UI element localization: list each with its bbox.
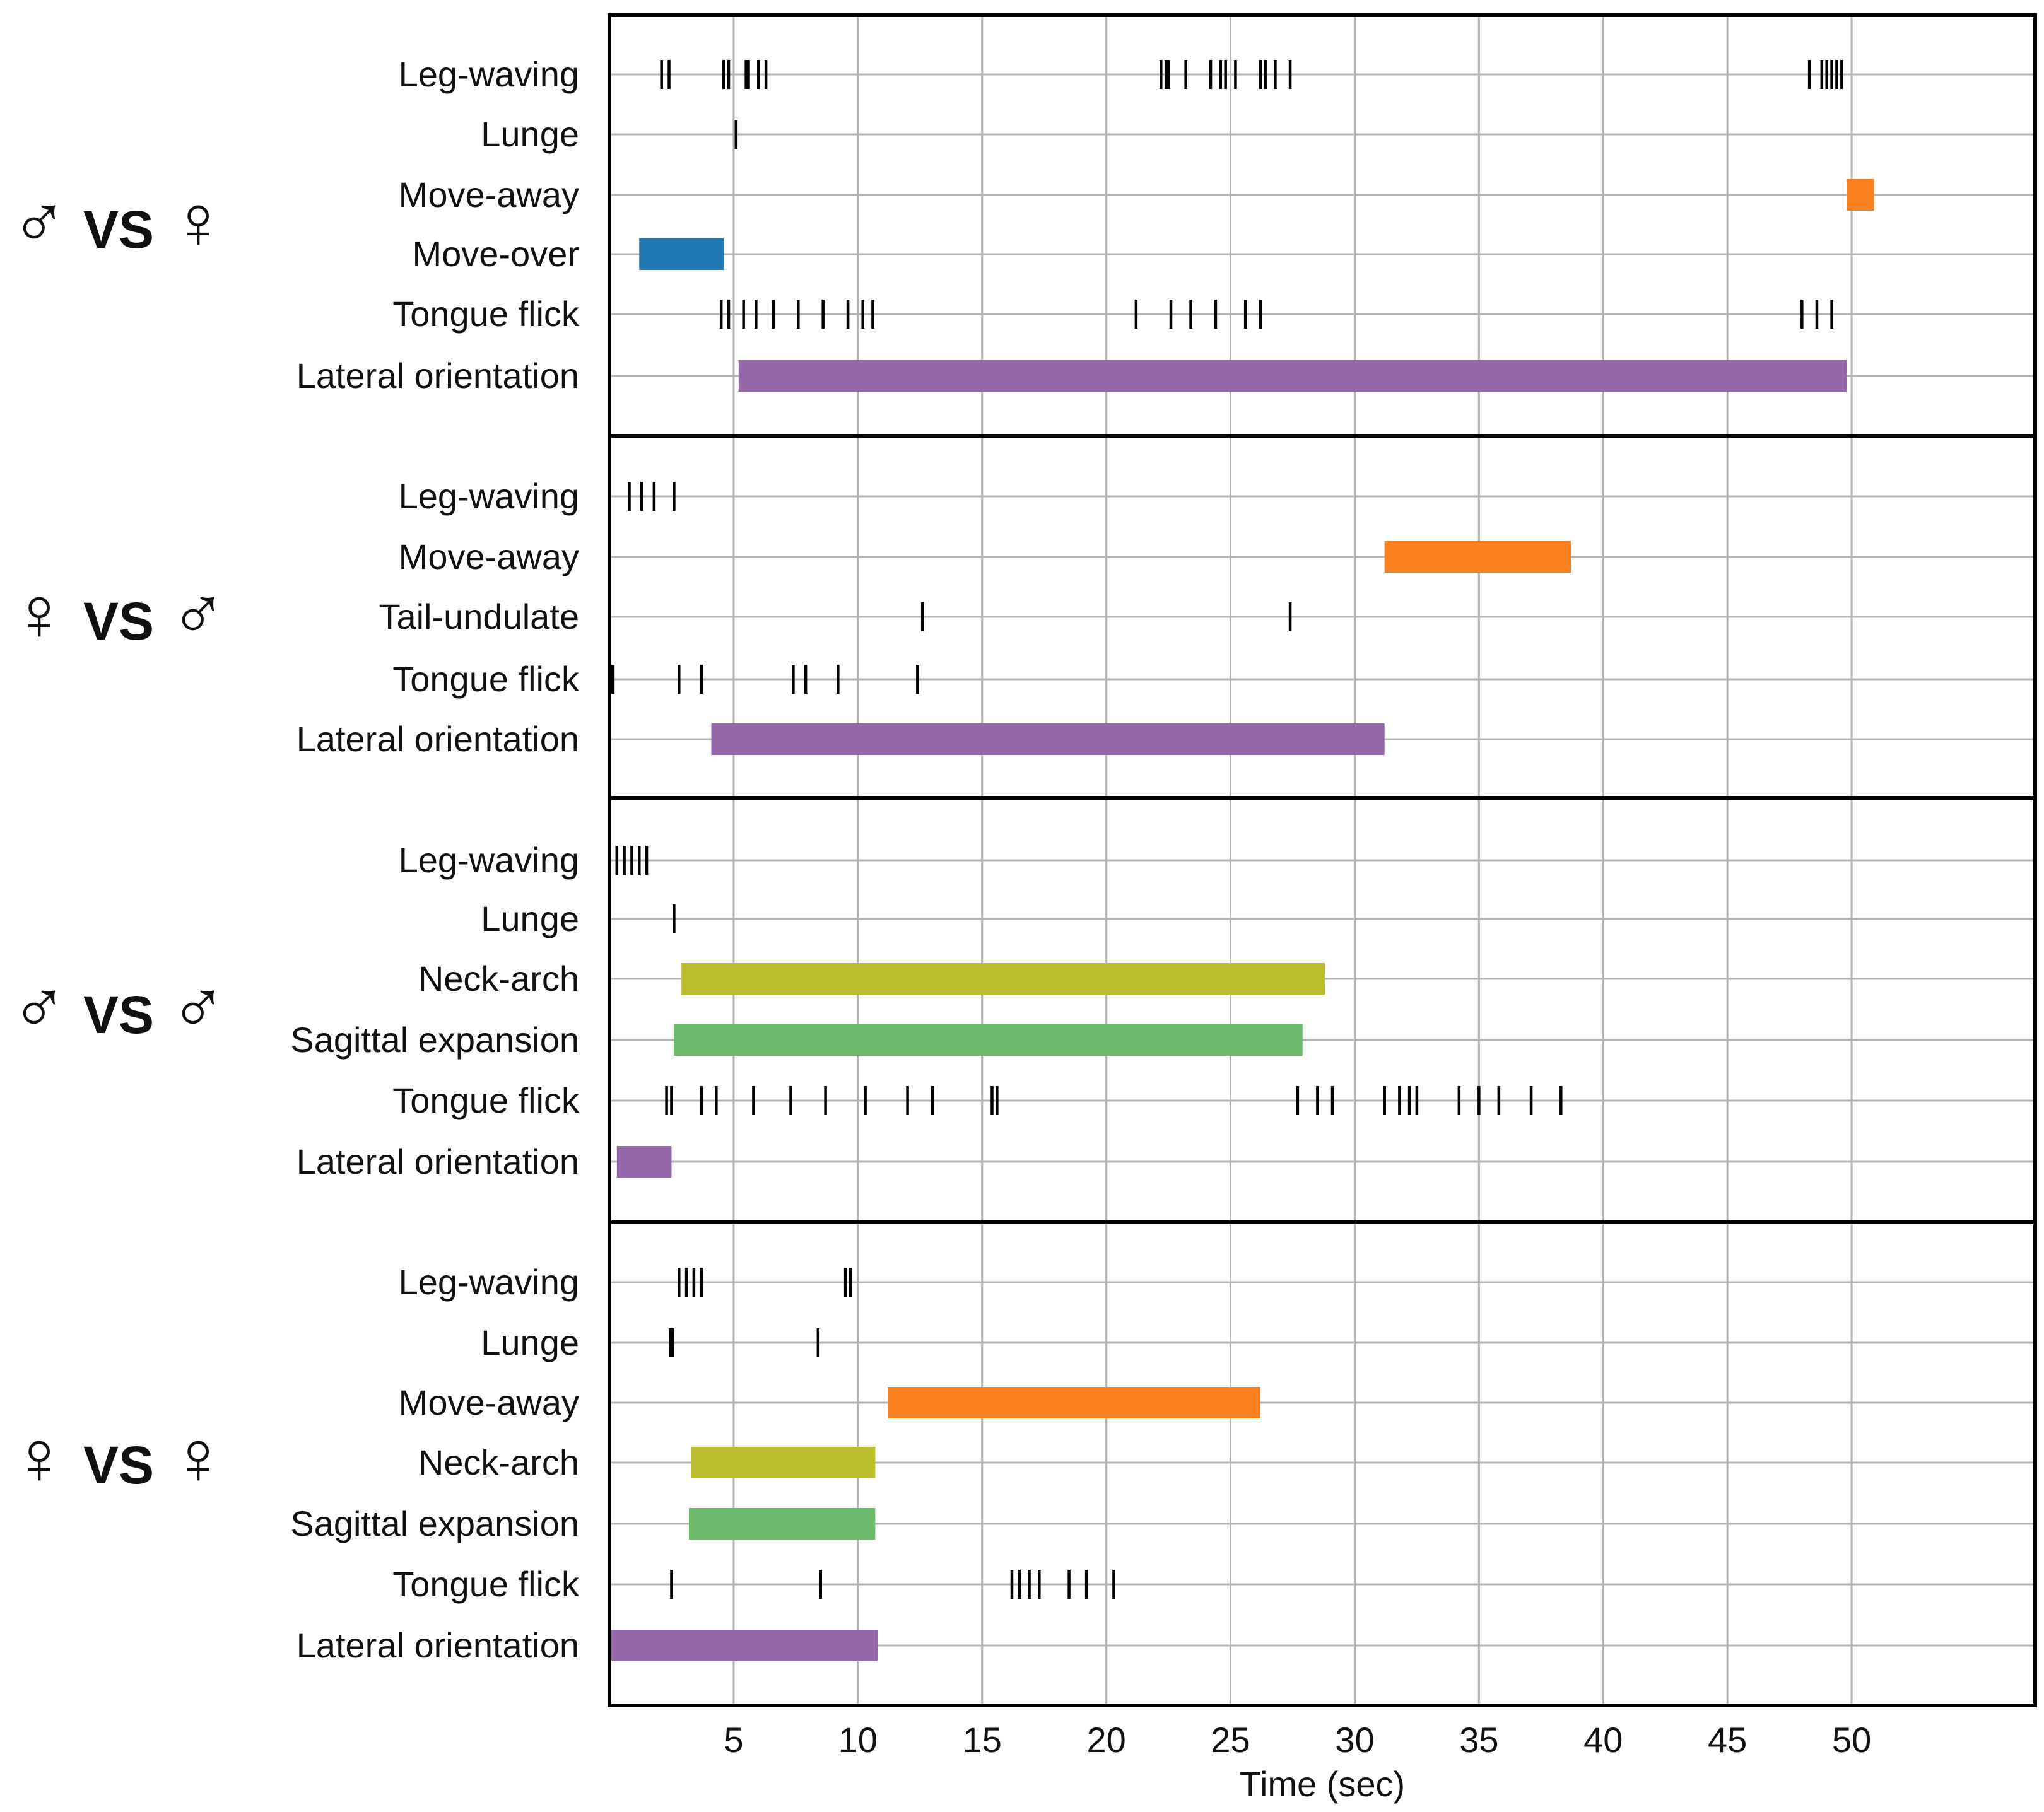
duration-bar xyxy=(616,1146,672,1178)
x-tick-label: 10 xyxy=(838,1720,878,1760)
panel-vs-label: VS xyxy=(83,1435,154,1495)
row-label: Lunge xyxy=(481,1323,579,1362)
bars-layer xyxy=(609,179,1874,1661)
panel-vs-label: VS xyxy=(83,592,154,651)
row-label: Tongue flick xyxy=(392,294,580,334)
row-label: Tongue flick xyxy=(392,659,580,699)
panel-vs-label: VS xyxy=(83,985,154,1044)
duration-bar xyxy=(689,1508,876,1540)
duration-bar xyxy=(609,1630,878,1661)
x-axis-title: Time (sec) xyxy=(1240,1764,1405,1804)
panel-right-sex-symbol: ♀ xyxy=(170,180,226,264)
duration-bar xyxy=(1847,179,1874,211)
duration-bar xyxy=(681,963,1325,995)
x-tick-label: 25 xyxy=(1211,1720,1250,1760)
row-label: Lateral orientation xyxy=(297,719,579,759)
duration-bar xyxy=(1384,541,1571,573)
row-label: Lateral orientation xyxy=(297,1142,579,1181)
x-tick-label: 35 xyxy=(1459,1720,1498,1760)
x-tick-label: 15 xyxy=(963,1720,1002,1760)
row-label: Neck-arch xyxy=(418,959,579,998)
panel-left-sex-symbol: ♀ xyxy=(11,571,68,656)
row-label: Tail-undulate xyxy=(379,597,579,636)
duration-bar xyxy=(711,723,1385,755)
panel-right-sex-symbol: ♀ xyxy=(170,1415,226,1500)
row-label: Leg-waving xyxy=(399,54,579,94)
row-label: Lunge xyxy=(481,899,579,938)
row-label: Move-over xyxy=(412,234,579,274)
panel-right-sex-symbol: ♂ xyxy=(170,965,226,1049)
row-label: Sagittal expansion xyxy=(290,1020,579,1060)
panel-left-sex-symbol: ♂ xyxy=(11,965,68,1049)
duration-bar xyxy=(674,1024,1303,1056)
panel-right-sex-symbol: ♂ xyxy=(170,571,226,656)
grid-layer xyxy=(609,15,2035,1705)
panel-left-sex-symbol: ♂ xyxy=(11,180,68,264)
row-label: Leg-waving xyxy=(399,1262,579,1302)
row-label: Move-away xyxy=(399,537,579,576)
row-label: Tongue flick xyxy=(392,1564,580,1604)
x-tick-label: 5 xyxy=(724,1720,743,1760)
x-tick-label: 45 xyxy=(1708,1720,1747,1760)
row-label: Lateral orientation xyxy=(297,1625,579,1665)
x-tick-label: 40 xyxy=(1583,1720,1623,1760)
row-label: Move-away xyxy=(399,1382,579,1422)
duration-bar xyxy=(691,1447,876,1478)
duration-bar xyxy=(639,238,724,270)
row-label: Leg-waving xyxy=(399,840,579,880)
duration-bar xyxy=(738,360,1847,392)
plot-frame xyxy=(608,13,2037,1707)
events-layer xyxy=(609,60,1843,1599)
row-label: Tongue flick xyxy=(392,1080,580,1120)
row-label: Leg-waving xyxy=(399,476,579,516)
panel-vs-label: VS xyxy=(83,200,154,259)
row-label: Lunge xyxy=(481,114,579,154)
x-tick-label: 50 xyxy=(1832,1720,1871,1760)
row-label: Move-away xyxy=(399,175,579,214)
row-label: Neck-arch xyxy=(418,1442,579,1482)
x-tick-label: 20 xyxy=(1086,1720,1125,1760)
frame-layer xyxy=(608,13,2037,1707)
labels-layer: 5 10 15 20 25 30 35 40 45 50 Leg-waving Lunge Move-a… xyxy=(11,54,1871,1760)
row-label: Lateral orientation xyxy=(297,356,579,395)
row-label: Sagittal expansion xyxy=(290,1504,579,1543)
panel-left-sex-symbol: ♀ xyxy=(11,1415,68,1500)
x-tick-label: 30 xyxy=(1335,1720,1374,1760)
duration-bar xyxy=(888,1387,1260,1418)
